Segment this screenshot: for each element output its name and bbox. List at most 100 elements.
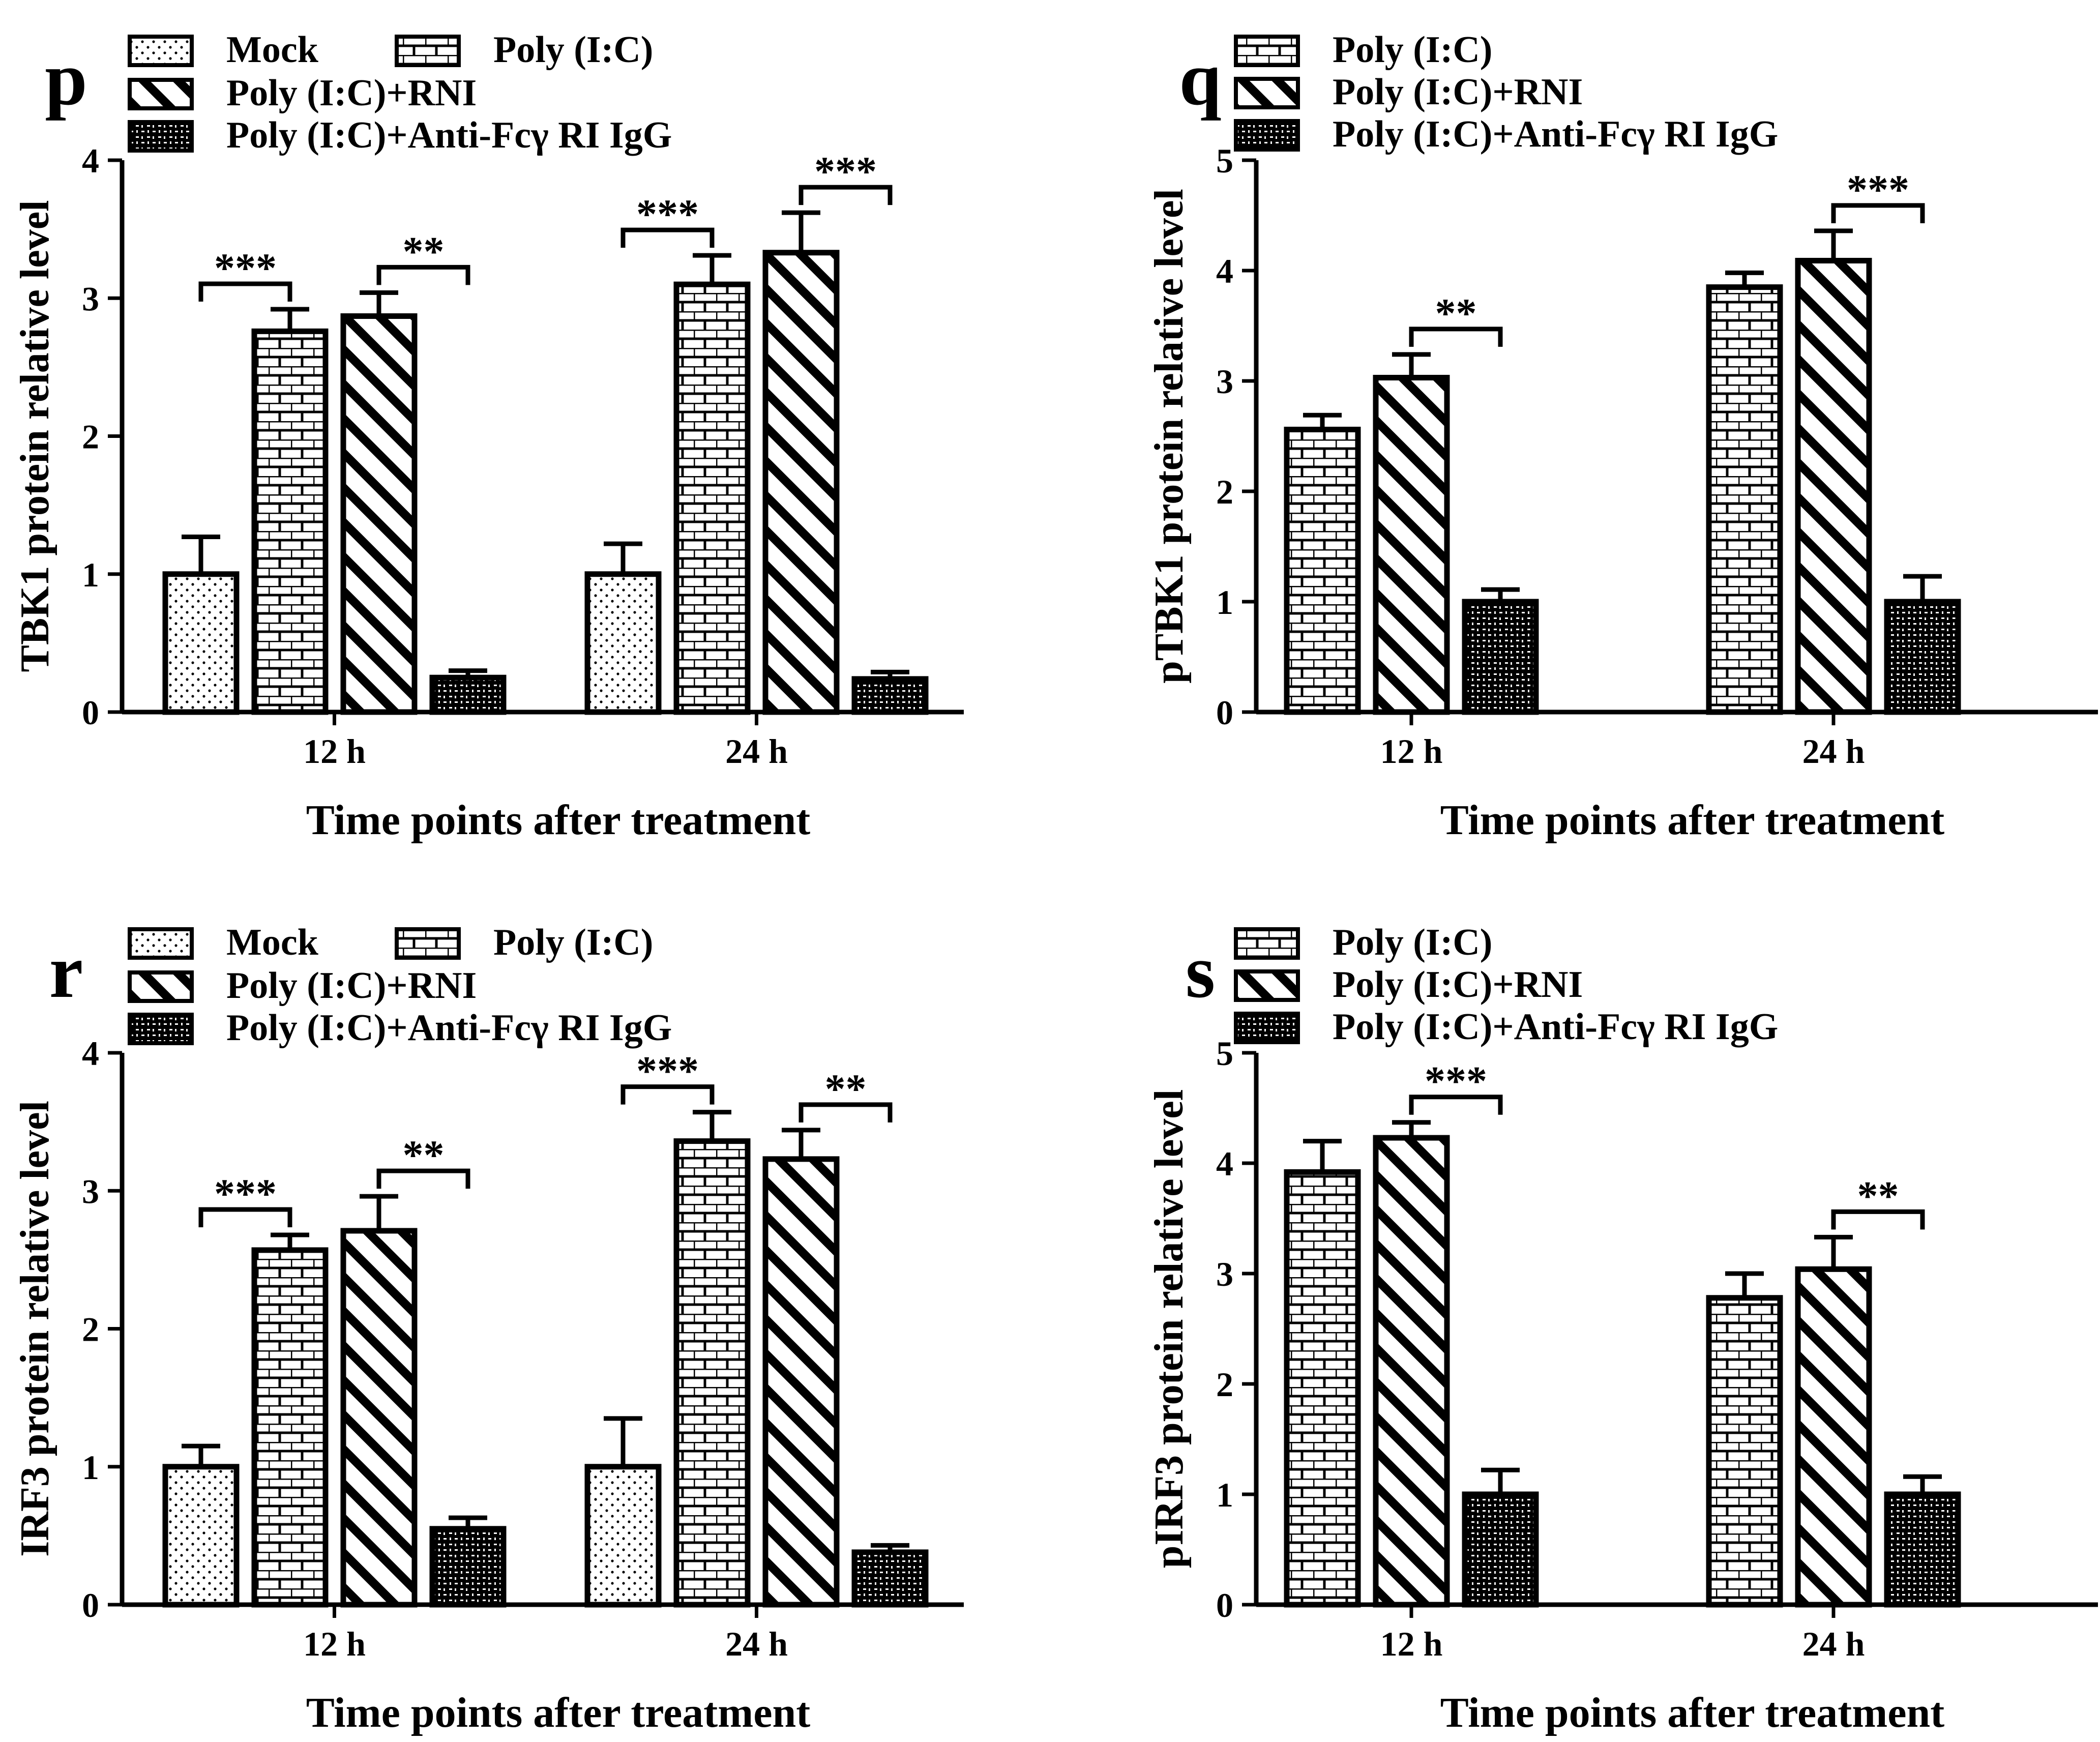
bar-poly-i-c-anti-fc-ri-igg-12-h bbox=[1462, 599, 1539, 715]
significance-bracket bbox=[1409, 327, 1503, 347]
legend-label-poly-i-c-anti-fc-ri-igg: Poly (I:C)+Anti-Fcγ RI IgG bbox=[1333, 113, 1778, 155]
legend-label-poly-i-c-anti-fc-ri-igg: Poly (I:C)+Anti-Fcγ RI IgG bbox=[226, 1007, 672, 1049]
bar-mock-24-h bbox=[584, 571, 662, 715]
legend-swatch-poly-i-c-rni bbox=[128, 970, 194, 1003]
significance-label: *** bbox=[214, 1170, 277, 1217]
bar-poly-i-c-12-h bbox=[251, 328, 329, 715]
significance-label: ** bbox=[403, 228, 445, 274]
bar-poly-i-c-rni-24-h bbox=[762, 250, 840, 715]
y-tick-label: 2 bbox=[82, 1310, 99, 1349]
significance-bracket bbox=[376, 1168, 470, 1189]
y-axis-label: pIRF3 protein relative level bbox=[1147, 1089, 1192, 1568]
legend-swatch-poly-i-c bbox=[395, 35, 461, 67]
legend-label-poly-i-c: Poly (I:C) bbox=[1333, 922, 1492, 963]
legend-swatch-poly-i-c bbox=[1234, 927, 1300, 960]
bar-mock-24-h bbox=[584, 1464, 662, 1608]
y-tick-label: 5 bbox=[1216, 1034, 1233, 1073]
x-tick-label: 12 h bbox=[303, 1625, 366, 1663]
panel-label: p bbox=[45, 37, 87, 121]
bar-poly-i-c-12-h bbox=[1284, 426, 1361, 715]
x-axis-label: Time points after treatment bbox=[1440, 796, 1944, 844]
legend-swatch-poly-i-c-anti-fc-ri-igg bbox=[128, 1013, 194, 1045]
x-tick-label: 24 h bbox=[1802, 1625, 1865, 1663]
bar-poly-i-c-anti-fc-ri-igg-24-h bbox=[851, 1549, 929, 1608]
legend-label-poly-i-c: Poly (I:C) bbox=[493, 922, 653, 963]
legend-label-mock: Mock bbox=[226, 922, 319, 963]
legend-swatch-poly-i-c bbox=[1234, 35, 1300, 67]
significance-bracket bbox=[198, 281, 292, 302]
legend-swatch-poly-i-c-rni bbox=[128, 78, 194, 110]
legend-label-poly-i-c-rni: Poly (I:C)+RNI bbox=[226, 72, 477, 114]
significance-label: *** bbox=[636, 191, 699, 237]
significance-label: *** bbox=[214, 245, 277, 291]
significance-bracket bbox=[1409, 1095, 1503, 1115]
x-tick-label: 24 h bbox=[1802, 732, 1865, 771]
significance-bracket bbox=[376, 264, 470, 285]
y-tick-label: 3 bbox=[82, 279, 99, 318]
legend-swatch-poly-i-c-anti-fc-ri-igg bbox=[1234, 1012, 1300, 1044]
y-tick-label: 0 bbox=[1216, 693, 1233, 732]
x-tick-label: 24 h bbox=[725, 732, 788, 771]
significance-label: ** bbox=[403, 1132, 445, 1178]
y-tick-label: 0 bbox=[1216, 1586, 1233, 1625]
y-axis-label: pTBK1 protein relative level bbox=[1147, 189, 1192, 684]
bar-poly-i-c-rni-24-h bbox=[762, 1156, 840, 1608]
legend-label-poly-i-c-rni: Poly (I:C)+RNI bbox=[226, 965, 477, 1007]
bar-poly-i-c-rni-12-h bbox=[1373, 374, 1450, 715]
x-axis-label: Time points after treatment bbox=[306, 1689, 810, 1736]
y-tick-label: 5 bbox=[1216, 141, 1233, 180]
y-tick-label: 4 bbox=[82, 141, 99, 180]
y-tick-label: 3 bbox=[1216, 1255, 1233, 1293]
bar-mock-12-h bbox=[162, 1464, 240, 1608]
significance-bracket bbox=[620, 227, 715, 248]
panel-label: r bbox=[49, 929, 83, 1014]
legend-label-poly-i-c-anti-fc-ri-igg: Poly (I:C)+Anti-Fcγ RI IgG bbox=[226, 114, 672, 156]
y-tick-label: 1 bbox=[1216, 1475, 1233, 1514]
y-axis-label: TBK1 protein relative level bbox=[13, 200, 57, 672]
significance-label: *** bbox=[1847, 166, 1909, 213]
significance-label: ** bbox=[1435, 290, 1477, 336]
legend-swatch-mock bbox=[128, 927, 194, 960]
y-tick-label: 1 bbox=[82, 555, 99, 594]
bar-poly-i-c-anti-fc-ri-igg-24-h bbox=[1884, 1491, 1961, 1608]
y-tick-label: 4 bbox=[82, 1034, 99, 1073]
significance-label: *** bbox=[636, 1048, 699, 1094]
y-tick-label: 4 bbox=[1216, 252, 1233, 290]
x-tick-label: 12 h bbox=[303, 732, 366, 771]
significance-bracket bbox=[1831, 203, 1925, 223]
bar-poly-i-c-rni-24-h bbox=[1795, 1266, 1872, 1608]
panel-label: q bbox=[1179, 37, 1221, 121]
bar-poly-i-c-24-h bbox=[1706, 284, 1783, 715]
y-tick-label: 2 bbox=[1216, 1365, 1233, 1404]
legend-label-poly-i-c: Poly (I:C) bbox=[1333, 29, 1492, 71]
significance-label: ** bbox=[825, 1066, 867, 1112]
significance-bracket bbox=[620, 1084, 715, 1105]
y-axis-label: IRF3 protein relative level bbox=[13, 1101, 57, 1557]
legend-swatch-poly-i-c bbox=[395, 927, 461, 960]
bar-poly-i-c-rni-12-h bbox=[1373, 1135, 1450, 1608]
y-tick-label: 0 bbox=[82, 1586, 99, 1625]
x-tick-label: 24 h bbox=[725, 1625, 788, 1663]
x-tick-label: 12 h bbox=[1380, 732, 1443, 771]
significance-bracket bbox=[198, 1207, 292, 1228]
bar-poly-i-c-anti-fc-ri-igg-24-h bbox=[851, 676, 929, 715]
bar-poly-i-c-rni-12-h bbox=[340, 1228, 418, 1608]
significance-label: ** bbox=[1857, 1172, 1899, 1219]
bar-poly-i-c-rni-24-h bbox=[1795, 257, 1872, 715]
bar-mock-12-h bbox=[162, 571, 240, 715]
y-tick-label: 4 bbox=[1216, 1144, 1233, 1183]
legend-label-poly-i-c: Poly (I:C) bbox=[493, 29, 653, 71]
legend-swatch-poly-i-c-rni bbox=[1234, 969, 1300, 1002]
panel-label: s bbox=[1186, 929, 1215, 1014]
y-tick-label: 2 bbox=[1216, 473, 1233, 511]
bar-poly-i-c-anti-fc-ri-igg-12-h bbox=[429, 674, 507, 715]
significance-bracket bbox=[1831, 1209, 1925, 1230]
significance-label: *** bbox=[1425, 1058, 1487, 1104]
legend-label-mock: Mock bbox=[226, 29, 319, 71]
significance-label: *** bbox=[814, 148, 877, 194]
